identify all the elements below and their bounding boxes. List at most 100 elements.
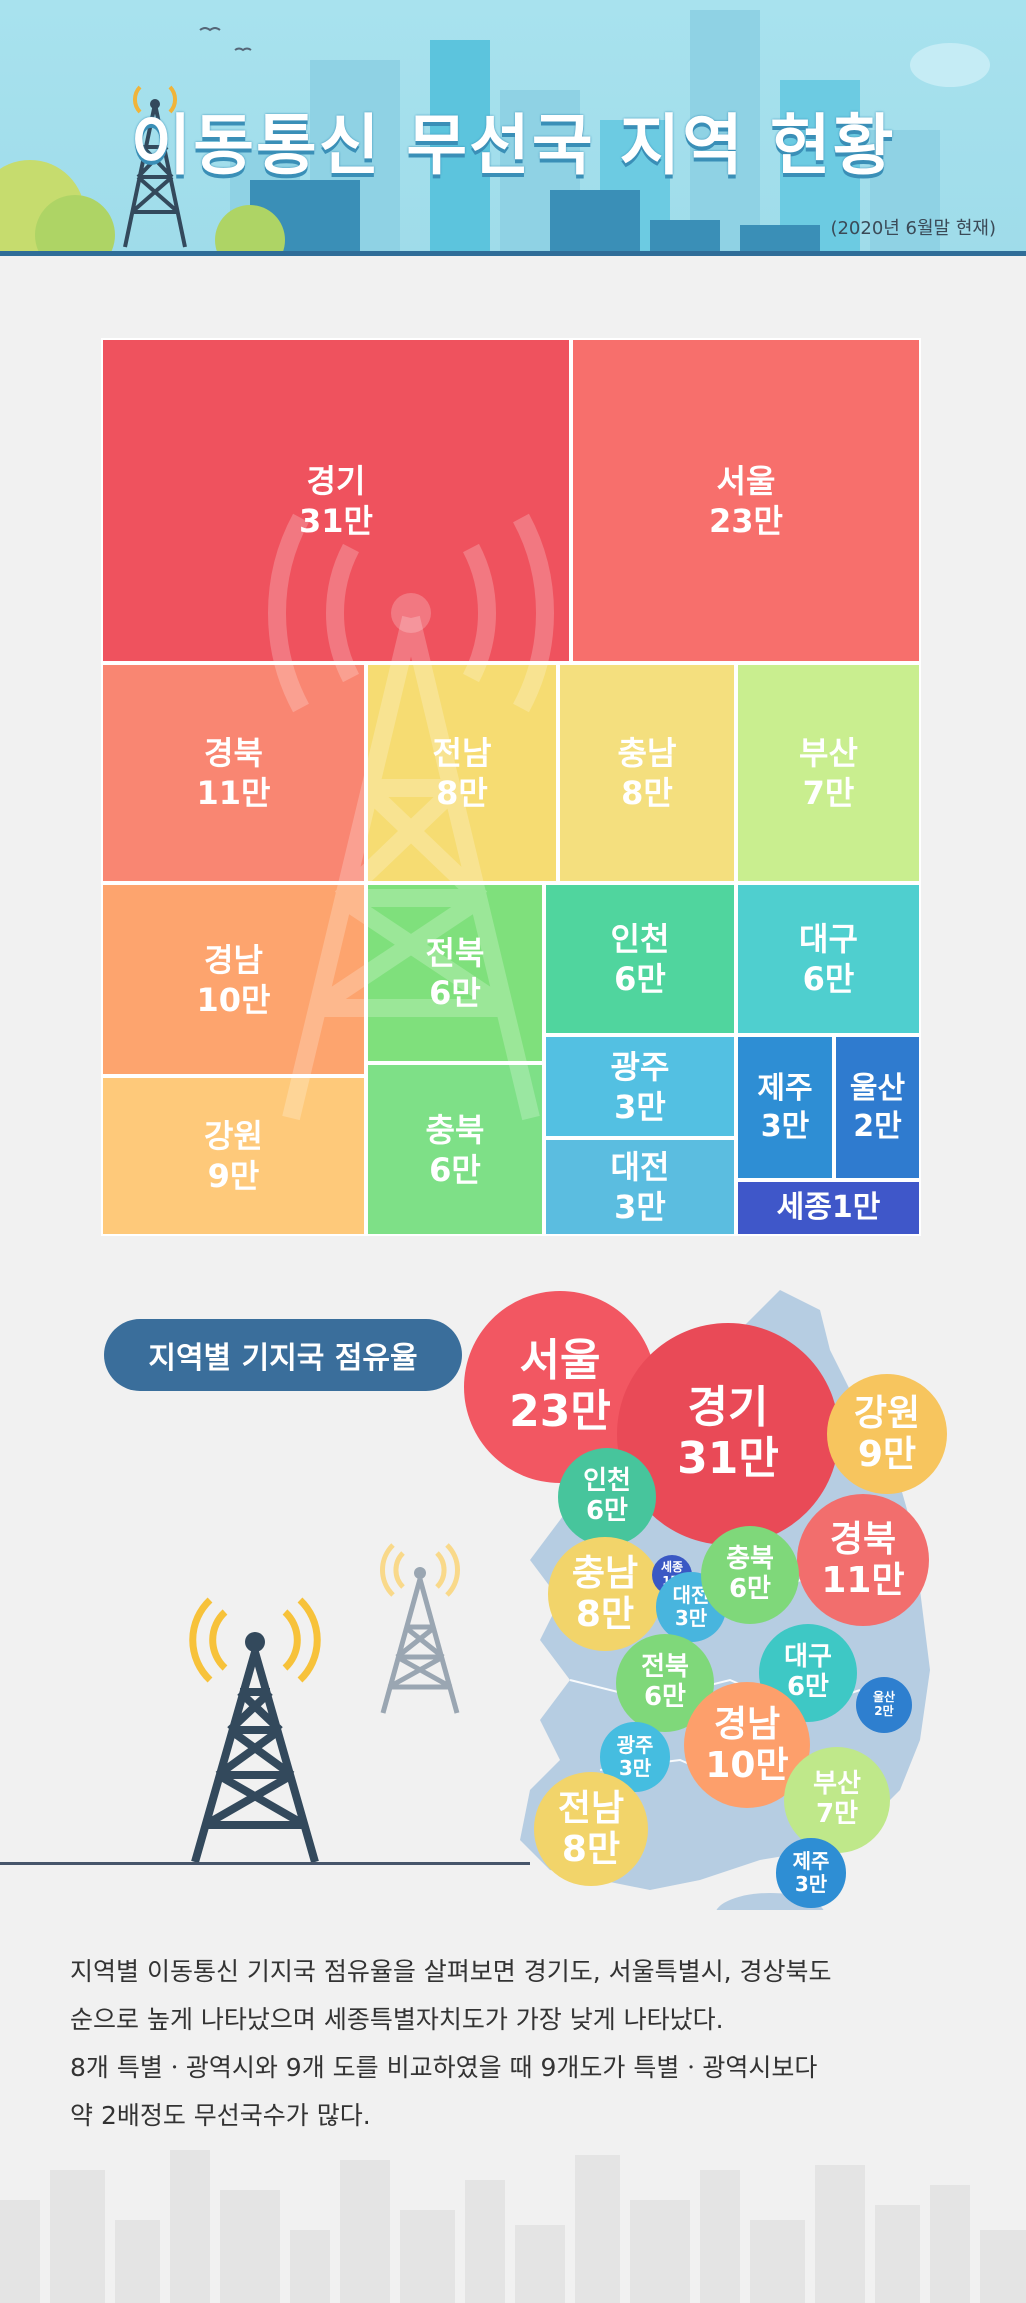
treemap-tile-label: 울산 — [849, 1071, 906, 1106]
bubble-label: 전남 — [557, 1787, 625, 1829]
bubble-label: 경북 — [829, 1518, 897, 1560]
treemap-tile: 경북 11만 — [101, 663, 366, 883]
treemap-tile-label: 부산 — [799, 734, 858, 772]
treemap-tile-value: 2만 — [853, 1108, 902, 1144]
region-bubble: 서울 23만 — [464, 1291, 656, 1483]
treemap-tile: 강원 9만 — [101, 1076, 366, 1236]
treemap-tile-value: 6만 — [614, 960, 666, 998]
bubble-label: 충남 — [571, 1552, 639, 1594]
region-bubble: 부산 7만 — [784, 1747, 890, 1853]
bubble-value: 3만 — [794, 1871, 828, 1896]
bubble-label: 제주 — [792, 1848, 830, 1873]
ground-line — [0, 1862, 530, 1865]
description-line: 지역별 이동통신 기지국 점유율을 살펴보면 경기도, 서울특별시, 경상북도 — [70, 1957, 832, 1986]
bubble-value: 2만 — [874, 1703, 894, 1718]
header-banner: 이동통신 무선국 지역 현황 (2020년 6월말 현재) — [0, 0, 1026, 255]
treemap-tile: 부산 7만 — [736, 663, 921, 883]
bubble-label: 강원 — [853, 1392, 921, 1434]
report-date: (2020년 6월말 현재) — [830, 218, 996, 239]
description-text: 지역별 이동통신 기지국 점유율을 살펴보면 경기도, 서울특별시, 경상북도 … — [70, 1948, 970, 2140]
treemap-tile-value: 3만 — [614, 1087, 666, 1126]
city-skyline-illustration — [0, 10, 990, 255]
treemap-tile-label: 세종 — [776, 1190, 832, 1226]
treemap-tile-label: 광주 — [610, 1047, 670, 1086]
region-treemap: 경기 31만 서울 23만 경북 11만 경남 10만 강원 9만 전남 8만 충남 8만 부산 7만 전북 6만… — [101, 338, 921, 1236]
bubble-value: 6만 — [585, 1495, 628, 1526]
treemap-tile-value: 6만 — [802, 960, 855, 998]
region-bubble: 강원 9만 — [827, 1374, 947, 1494]
treemap-tile-value: 8만 — [621, 774, 673, 812]
treemap-tile-value: 23만 — [709, 501, 783, 540]
treemap-tile: 인천 6만 — [544, 883, 736, 1035]
bubble-value: 23만 — [509, 1385, 611, 1437]
bubble-value: 31만 — [677, 1432, 779, 1484]
bubble-value: 9만 — [857, 1434, 917, 1475]
treemap-tile-label: 경남 — [204, 940, 263, 979]
treemap-tile-label: 대구 — [799, 920, 858, 958]
treemap-tile: 세종 1만 — [736, 1180, 921, 1236]
treemap-tile-label: 충북 — [425, 1110, 485, 1149]
description-line: 8개 특별ㆍ광역시와 9개 도를 비교하였을 때 9개도가 특별ㆍ광역시보다 — [70, 2053, 818, 2082]
treemap-tile-value: 10만 — [196, 980, 271, 1019]
bubble-label: 경기 — [687, 1382, 769, 1434]
region-bubble: 경기 31만 — [616, 1322, 840, 1546]
radio-tower-small-icon — [380, 1543, 460, 1714]
region-bubble: 울산 2만 — [855, 1676, 913, 1734]
treemap-tile: 경기 31만 — [101, 338, 571, 663]
radio-tower-icon — [189, 1597, 321, 1864]
bubble-value: 3만 — [674, 1605, 708, 1630]
bubble-value: 8만 — [575, 1593, 635, 1635]
treemap-tile-value: 8만 — [436, 774, 488, 812]
treemap-tile-label: 대전 — [610, 1148, 670, 1186]
bubble-label: 전북 — [641, 1652, 689, 1683]
bubble-label: 대구 — [784, 1642, 832, 1673]
treemap-tile-value: 31만 — [299, 501, 373, 540]
bubble-label: 대전 — [672, 1582, 710, 1607]
bubble-label: 울산 — [872, 1690, 896, 1705]
treemap-tile: 전남 8만 — [366, 663, 558, 883]
bubble-value: 10만 — [705, 1744, 789, 1786]
treemap-tile: 전북 6만 — [366, 883, 544, 1063]
treemap-tile-value: 6만 — [429, 974, 481, 1012]
treemap-tile-label: 인천 — [610, 920, 670, 958]
treemap-tile-value: 11만 — [196, 774, 271, 812]
region-bubble: 충남 8만 — [548, 1537, 662, 1651]
treemap-tile-value: 9만 — [207, 1157, 260, 1195]
treemap-tile: 제주 3만 — [736, 1035, 834, 1180]
treemap-tile: 충남 8만 — [558, 663, 736, 883]
header-tower-icon — [123, 85, 187, 248]
region-bubble: 인천 6만 — [558, 1448, 656, 1546]
treemap-tile-label: 강원 — [204, 1117, 263, 1155]
bubble-value: 11만 — [821, 1559, 905, 1601]
treemap-tile-value: 6만 — [429, 1150, 481, 1189]
treemap-tile-label: 경북 — [204, 734, 263, 772]
region-bubble: 전남 8만 — [534, 1772, 648, 1886]
region-bubble: 충북 6만 — [701, 1526, 799, 1624]
footer-skyline-illustration — [0, 2150, 1026, 2303]
treemap-tile-label: 전남 — [432, 734, 492, 772]
bubble-value: 6만 — [786, 1671, 829, 1702]
bubble-value: 7만 — [815, 1798, 858, 1829]
bubble-label: 세종 — [660, 1560, 684, 1575]
treemap-tile-value: 1만 — [831, 1190, 881, 1226]
bubble-value: 6만 — [728, 1573, 771, 1604]
treemap-tile-value: 7만 — [802, 774, 855, 812]
treemap-tile: 울산 2만 — [834, 1035, 921, 1180]
treemap-tile: 대전 3만 — [544, 1138, 736, 1236]
bubble-value: 8만 — [561, 1828, 621, 1870]
bubble-label: 부산 — [813, 1769, 861, 1800]
treemap-tile: 광주 3만 — [544, 1035, 736, 1138]
treemap-tile-label: 서울 — [716, 461, 776, 500]
bubble-label: 광주 — [616, 1732, 654, 1757]
bubble-value: 6만 — [643, 1681, 686, 1712]
treemap-tile-label: 전북 — [425, 934, 485, 972]
bubble-value: 3만 — [618, 1755, 652, 1780]
bubble-label: 인천 — [583, 1466, 631, 1497]
treemap-tile-value: 3만 — [614, 1188, 666, 1226]
treemap-tile: 경남 10만 — [101, 883, 366, 1076]
treemap-tile: 서울 23만 — [571, 338, 921, 663]
header-divider — [0, 251, 1026, 256]
description-line: 약 2배정도 무선국수가 많다. — [70, 2101, 371, 2130]
region-bubble: 제주 3만 — [776, 1838, 846, 1908]
page-title: 이동통신 무선국 지역 현황 — [130, 107, 896, 184]
